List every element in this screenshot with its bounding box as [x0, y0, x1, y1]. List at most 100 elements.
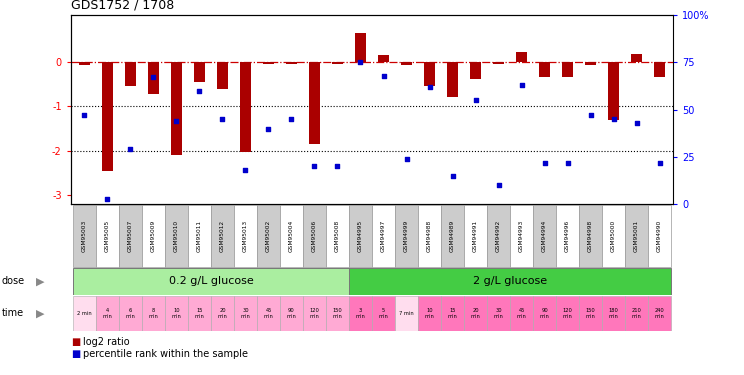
Bar	[378, 55, 389, 62]
Text: GDS1752 / 1708: GDS1752 / 1708	[71, 0, 174, 11]
Text: 15
min: 15 min	[448, 308, 458, 319]
Bar	[188, 296, 211, 331]
Text: GSM95005: GSM95005	[105, 220, 110, 252]
Bar	[355, 33, 366, 62]
Bar	[556, 296, 579, 331]
Bar	[424, 62, 435, 86]
Point	[516, 82, 527, 88]
Text: GSM94996: GSM94996	[565, 220, 570, 252]
Text: ■: ■	[71, 350, 80, 359]
Bar	[585, 62, 596, 65]
Bar	[631, 54, 642, 62]
Bar	[441, 296, 464, 331]
Bar	[142, 205, 165, 267]
Bar	[516, 52, 527, 62]
Bar	[395, 296, 418, 331]
Point	[585, 112, 597, 118]
Text: GSM94991: GSM94991	[473, 220, 478, 252]
Text: 20
min: 20 min	[217, 308, 228, 319]
Text: dose: dose	[1, 276, 25, 286]
Bar	[170, 62, 182, 155]
Text: 120
min: 120 min	[310, 308, 319, 319]
Text: 180
min: 180 min	[609, 308, 618, 319]
Bar	[395, 205, 418, 267]
Point	[400, 156, 412, 162]
Bar	[303, 205, 326, 267]
Bar	[533, 296, 556, 331]
Text: 15
min: 15 min	[195, 308, 205, 319]
Bar	[648, 205, 671, 267]
Bar	[326, 205, 349, 267]
Bar	[263, 62, 275, 64]
Bar	[79, 62, 90, 65]
Point	[332, 164, 344, 170]
Text: GSM95010: GSM95010	[174, 220, 179, 252]
Text: 5
min: 5 min	[379, 308, 388, 319]
Bar	[193, 62, 205, 82]
Text: GSM95000: GSM95000	[611, 220, 616, 252]
Text: 120
min: 120 min	[562, 308, 572, 319]
Point	[147, 75, 159, 81]
Bar	[464, 205, 487, 267]
Bar	[493, 62, 504, 64]
Bar	[240, 62, 251, 152]
Text: GSM94997: GSM94997	[381, 220, 386, 252]
Bar	[579, 205, 602, 267]
Bar	[280, 296, 303, 331]
Bar	[608, 62, 619, 120]
Bar	[257, 205, 280, 267]
Text: time: time	[1, 308, 24, 318]
Point	[377, 73, 389, 79]
Text: 90
min: 90 min	[539, 308, 549, 319]
Point	[423, 84, 435, 90]
Bar	[217, 62, 228, 89]
Bar	[96, 205, 119, 267]
Text: 45
min: 45 min	[263, 308, 273, 319]
Bar	[510, 296, 533, 331]
Point	[286, 116, 298, 122]
Point	[79, 112, 91, 118]
Bar	[73, 205, 96, 267]
Bar	[487, 205, 510, 267]
Point	[263, 126, 275, 132]
Text: GSM95011: GSM95011	[197, 220, 202, 252]
Bar	[96, 296, 119, 331]
Bar	[625, 296, 648, 331]
Bar	[446, 62, 458, 98]
Point	[355, 59, 367, 65]
Bar	[579, 296, 602, 331]
Text: 6
min: 6 min	[126, 308, 135, 319]
Bar	[165, 296, 188, 331]
Point	[446, 173, 458, 179]
Bar	[73, 296, 96, 331]
Bar	[654, 62, 665, 77]
Text: 8
min: 8 min	[149, 308, 158, 319]
Bar	[349, 205, 372, 267]
Text: GSM94988: GSM94988	[427, 220, 432, 252]
Point	[653, 160, 665, 166]
Bar	[142, 296, 165, 331]
Bar	[286, 62, 298, 64]
Point	[608, 116, 620, 122]
Bar	[602, 205, 625, 267]
Bar	[487, 296, 510, 331]
Text: 30
min: 30 min	[493, 308, 504, 319]
Text: ▶: ▶	[36, 276, 44, 286]
Text: GSM95007: GSM95007	[128, 220, 133, 252]
Text: GSM94989: GSM94989	[450, 220, 455, 252]
Bar	[418, 296, 441, 331]
Bar	[148, 62, 159, 94]
Point	[170, 118, 182, 124]
Bar	[539, 62, 551, 77]
Text: ■: ■	[71, 337, 80, 347]
Bar	[464, 296, 487, 331]
Text: 150
min: 150 min	[333, 308, 342, 319]
Bar	[257, 296, 280, 331]
Bar	[648, 296, 671, 331]
Bar	[533, 205, 556, 267]
Text: GSM94999: GSM94999	[404, 220, 409, 252]
Text: percentile rank within the sample: percentile rank within the sample	[83, 350, 248, 359]
Text: 2 g/L glucose: 2 g/L glucose	[473, 276, 547, 286]
Bar	[401, 62, 412, 65]
Text: ▶: ▶	[36, 308, 44, 318]
